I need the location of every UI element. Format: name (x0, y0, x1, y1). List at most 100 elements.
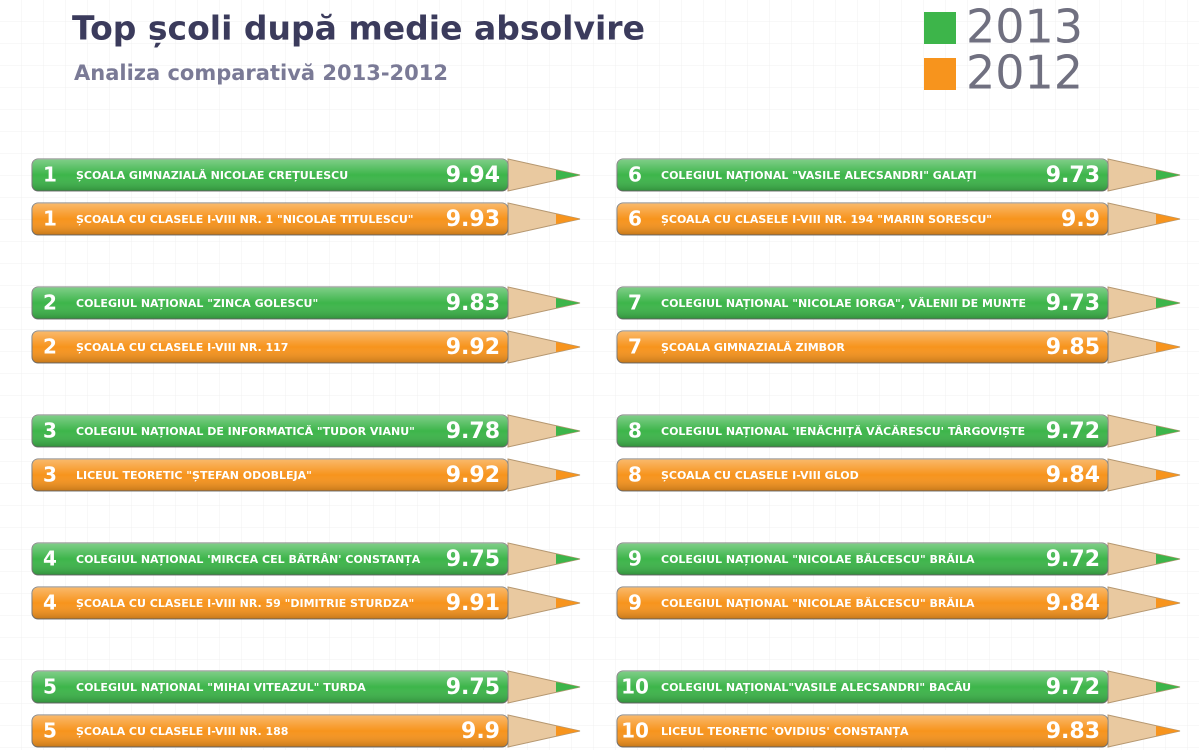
pencil-shade (32, 587, 508, 619)
pencil-lead (556, 170, 580, 180)
rank: 9 (628, 591, 642, 615)
pencil-lead (556, 298, 580, 308)
value: 9.91 (446, 591, 500, 616)
school-name: COLEGIUL NAȚIONAL "NICOLAE IORGA", VĂLEN… (661, 297, 1026, 310)
legend-label: 2012 (966, 46, 1083, 100)
school-name: ȘCOALA CU CLASELE I-VIII NR. 59 "DIMITRI… (76, 597, 414, 610)
value: 9.73 (1046, 291, 1100, 316)
value: 9.9 (461, 719, 500, 744)
pencil-shade (32, 715, 508, 747)
pencil-shade (617, 587, 1108, 619)
rank: 7 (628, 291, 642, 315)
value: 9.75 (446, 675, 500, 700)
value: 9.72 (1046, 675, 1100, 700)
pencil-shade (32, 203, 508, 235)
pencil-shade (32, 287, 508, 319)
school-name: COLEGIUL NAȚIONAL "NICOLAE BĂLCESCU" BRĂ… (661, 597, 975, 610)
pencil-shade (617, 159, 1108, 191)
school-name: ȘCOALA GIMNAZIALĂ ZIMBOR (661, 341, 845, 354)
value: 9.92 (446, 463, 500, 488)
rank: 6 (628, 207, 642, 231)
pencil-lead (1156, 298, 1180, 308)
value: 9.92 (446, 335, 500, 360)
value: 9.94 (446, 163, 500, 188)
pencil-shade (617, 543, 1108, 575)
school-name: COLEGIUL NAȚIONAL 'IENĂCHIȚĂ VĂCĂRESCU' … (661, 425, 1025, 438)
school-name: ȘCOALA CU CLASELE I-VIII NR. 194 "MARIN … (661, 213, 992, 226)
pencil-lead (1156, 470, 1180, 480)
pencil-lead (556, 426, 580, 436)
rank: 2 (43, 335, 57, 359)
rank: 4 (43, 591, 57, 615)
school-name: ȘCOALA CU CLASELE I-VIII NR. 1 "NICOLAE … (76, 213, 414, 226)
rank: 7 (628, 335, 642, 359)
pencil-lead (1156, 342, 1180, 352)
school-name: COLEGIUL NAȚIONAL "VASILE ALECSANDRI" GA… (661, 169, 977, 182)
pencil-shade (617, 459, 1108, 491)
rank: 3 (43, 463, 57, 487)
school-name: LICEUL TEORETIC "ȘTEFAN ODOBLEJA" (76, 469, 312, 482)
rank: 5 (43, 719, 57, 743)
pencil-lead (556, 598, 580, 608)
value: 9.93 (446, 207, 500, 232)
value: 9.83 (1046, 719, 1100, 744)
rank: 3 (43, 419, 57, 443)
value: 9.84 (1046, 463, 1100, 488)
rank: 1 (43, 207, 57, 231)
rank: 6 (628, 163, 642, 187)
pencil-lead (1156, 170, 1180, 180)
title: Top școli după medie absolvire (72, 9, 645, 48)
value: 9.72 (1046, 419, 1100, 444)
rank: 10 (621, 675, 649, 699)
pencil-shade (32, 331, 508, 363)
legend-label: 2013 (966, 0, 1083, 54)
school-name: ȘCOALA GIMNAZIALĂ NICOLAE CREȚULESCU (76, 169, 348, 182)
school-name: ȘCOALA CU CLASELE I-VIII GLOD (661, 469, 859, 482)
pencil-lead (1156, 426, 1180, 436)
value: 9.83 (446, 291, 500, 316)
pencil-shade (32, 159, 508, 191)
pencil-lead (1156, 214, 1180, 224)
value: 9.78 (446, 419, 500, 444)
school-name: ȘCOALA CU CLASELE I-VIII NR. 188 (76, 725, 288, 738)
school-name: COLEGIUL NAȚIONAL "MIHAI VITEAZUL" TURDA (76, 681, 366, 694)
value: 9.73 (1046, 163, 1100, 188)
rank: 8 (628, 463, 642, 487)
value: 9.75 (446, 547, 500, 572)
pencil-shade (617, 415, 1108, 447)
pencil-lead (556, 682, 580, 692)
rank: 4 (43, 547, 57, 571)
pencil-lead (556, 342, 580, 352)
rank: 1 (43, 163, 57, 187)
school-name: ȘCOALA CU CLASELE I-VIII NR. 117 (76, 341, 288, 354)
pencil-shade (617, 715, 1108, 747)
school-name: LICEUL TEORETIC 'OVIDIUS' CONSTANȚA (661, 725, 909, 738)
pencil-lead (556, 214, 580, 224)
school-name: COLEGIUL NAȚIONAL 'MIRCEA CEL BĂTRÂN' CO… (76, 553, 421, 566)
value: 9.84 (1046, 591, 1100, 616)
school-name: COLEGIUL NAȚIONAL "NICOLAE BĂLCESCU" BRĂ… (661, 553, 975, 566)
school-name: COLEGIUL NAȚIONAL"VASILE ALECSANDRI" BAC… (661, 681, 971, 694)
rank: 2 (43, 291, 57, 315)
pencil-shade (32, 543, 508, 575)
pencil-lead (556, 554, 580, 564)
school-name: COLEGIUL NAȚIONAL DE INFORMATICĂ "TUDOR … (76, 425, 415, 438)
pencil-lead (1156, 554, 1180, 564)
pencil-lead (1156, 726, 1180, 736)
pencil-lead (1156, 598, 1180, 608)
pencil-shade (32, 415, 508, 447)
pencil-shade (617, 331, 1108, 363)
legend-swatch (924, 58, 956, 90)
pencil-lead (1156, 682, 1180, 692)
rank: 5 (43, 675, 57, 699)
pencil-lead (556, 726, 580, 736)
pencil-shade (32, 671, 508, 703)
rank: 9 (628, 547, 642, 571)
pencil-shade (617, 671, 1108, 703)
value: 9.9 (1061, 207, 1100, 232)
pencil-shade (617, 203, 1108, 235)
legend-swatch (924, 12, 956, 44)
